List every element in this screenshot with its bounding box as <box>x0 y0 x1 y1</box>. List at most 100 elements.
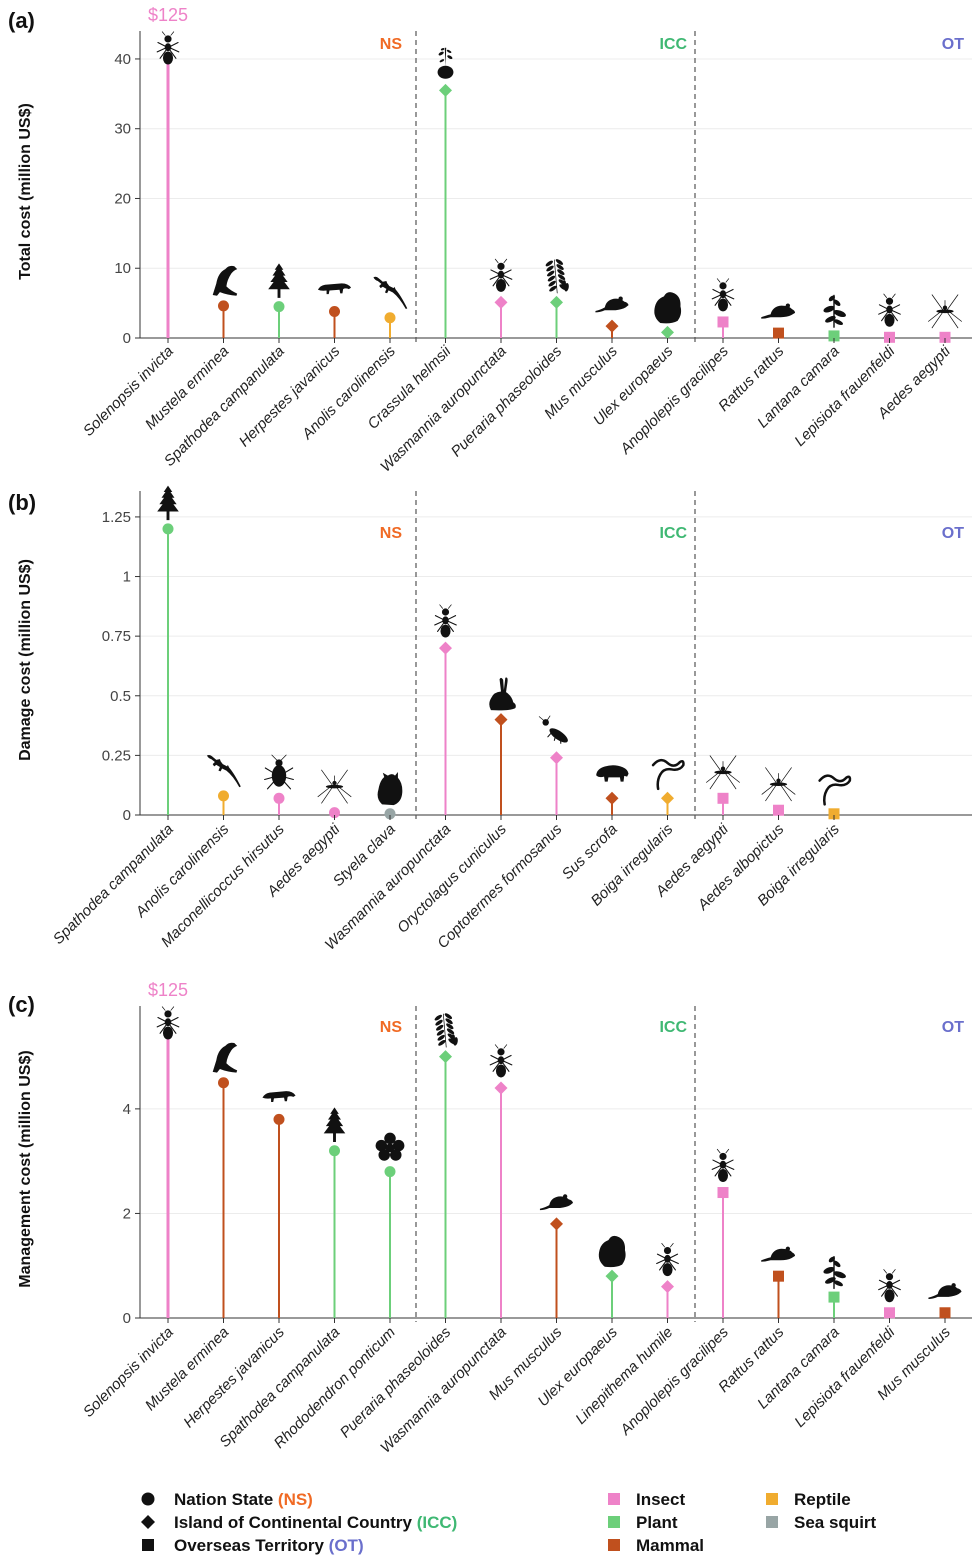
ant-icon-shape <box>883 1269 887 1274</box>
chart-panel-3: 0 2 4 (c) Management cost (million US$) NS ICC… <box>8 980 972 1457</box>
shrub-icon <box>654 292 682 324</box>
ant-icon-shape <box>159 1024 167 1034</box>
marker-square <box>717 316 729 328</box>
group-label: OT <box>942 525 964 542</box>
ant-icon <box>878 293 901 327</box>
pond-plant-icon-shape <box>439 59 445 63</box>
marker-diamond <box>661 791 674 805</box>
mouse-icon <box>595 296 629 313</box>
mosquito-icon-shape <box>946 294 959 311</box>
marker-circle <box>273 301 285 313</box>
ant-icon-shape <box>434 620 444 626</box>
legend-swatch <box>608 1516 620 1528</box>
lizard-icon-shape <box>206 754 241 788</box>
group-label: OT <box>942 1019 964 1036</box>
marker-square <box>717 792 729 804</box>
ant-icon-shape <box>711 294 721 300</box>
mosquito-icon <box>317 769 352 804</box>
y-tick-label: 10 <box>114 260 131 277</box>
termite-icon-shape <box>553 731 558 741</box>
ant-icon-shape <box>711 1165 721 1170</box>
legend-region-abbr: (OT) <box>329 1536 364 1555</box>
ant-icon-shape <box>503 258 508 264</box>
flower-icon <box>375 1132 405 1161</box>
ant-icon-shape <box>448 604 452 609</box>
ant-icon-shape <box>170 1006 175 1011</box>
ant-icon-shape <box>447 622 454 632</box>
marker-square <box>828 330 840 342</box>
ant-icon <box>711 278 735 312</box>
y-tick-label: 0 <box>123 1310 131 1327</box>
marker-square <box>828 808 840 820</box>
mouse-icon <box>928 1283 962 1300</box>
ant-icon-shape <box>725 288 734 294</box>
snake-icon <box>651 758 685 791</box>
termite-icon-shape <box>559 734 562 744</box>
group-label: ICC <box>659 1019 687 1036</box>
tree-icon-shape <box>323 1107 346 1142</box>
rat-icon-shape <box>785 303 791 308</box>
marker-square <box>884 331 895 343</box>
ant-icon-shape <box>497 262 505 270</box>
ant-icon-shape <box>447 615 457 620</box>
marker-circle <box>329 807 340 819</box>
marker-square <box>773 327 784 339</box>
termite-icon-shape <box>542 719 549 726</box>
ant-icon-shape <box>164 35 172 43</box>
pond-plant-icon <box>437 47 454 79</box>
ant-icon-shape <box>712 1159 721 1165</box>
snake-icon <box>818 774 852 806</box>
x-tick-label: Lepisiota frauenfeldi <box>791 1323 898 1430</box>
marker-diamond <box>439 83 452 97</box>
marker-square <box>717 1187 729 1199</box>
ant-icon-shape <box>656 1259 666 1265</box>
mouse-icon-shape <box>928 1285 962 1300</box>
marker-circle <box>162 523 174 535</box>
vine-icon-shape <box>547 270 555 277</box>
legend-region-label: Nation State (NS) <box>174 1490 313 1509</box>
ant-icon-shape <box>714 1167 722 1177</box>
beetle-icon-shape <box>271 754 278 761</box>
mosquito-icon-shape <box>321 786 333 804</box>
marker-circle <box>384 808 396 820</box>
flower-plant-icon-shape <box>833 310 846 318</box>
vine-icon-shape <box>435 1019 443 1026</box>
vine-icon-shape <box>549 285 557 292</box>
marker-square <box>773 804 784 816</box>
ant-icon-shape <box>157 41 166 47</box>
ant-icon-shape <box>497 1048 505 1056</box>
ant-icon-shape <box>670 1242 674 1248</box>
y-axis-title: Total cost (million US$) <box>17 103 34 280</box>
ant-icon-shape <box>497 270 505 279</box>
vine-icon-shape <box>438 1039 446 1046</box>
ant-icon-shape <box>892 1269 896 1274</box>
flower-plant-icon-shape <box>825 1277 836 1284</box>
marker-circle <box>218 300 229 312</box>
marker-diamond <box>605 1269 619 1283</box>
ant-icon-shape <box>663 1246 672 1255</box>
ant-icon-shape <box>492 277 500 287</box>
mouse-icon-shape <box>539 1196 574 1211</box>
beetle-icon-shape <box>280 754 287 761</box>
ant-icon-shape <box>170 47 180 53</box>
vine-icon-shape <box>437 1034 445 1041</box>
mosquito-icon-shape <box>761 783 776 795</box>
ant-icon-shape <box>669 1259 679 1265</box>
ant-icon-shape <box>885 1273 894 1281</box>
pond-plant-icon-shape <box>444 47 447 67</box>
marker-square <box>939 331 951 343</box>
mouse-icon-shape <box>595 298 629 313</box>
mongoose-icon-shape <box>262 1091 296 1102</box>
ant-icon-shape <box>495 1064 507 1078</box>
legend-taxon-label: Reptile <box>794 1490 851 1509</box>
ant-icon-shape <box>156 47 166 53</box>
beetle-icon-shape <box>284 767 294 773</box>
ant-icon-shape <box>434 615 444 620</box>
marker-circle <box>218 790 229 802</box>
mosquito-icon-shape <box>709 755 722 772</box>
ant-icon-shape <box>502 1062 510 1072</box>
ant-icon-shape <box>878 310 888 315</box>
ant-icon-shape <box>885 297 894 305</box>
ant-icon <box>656 1242 679 1277</box>
vine-icon-shape <box>436 1029 445 1036</box>
